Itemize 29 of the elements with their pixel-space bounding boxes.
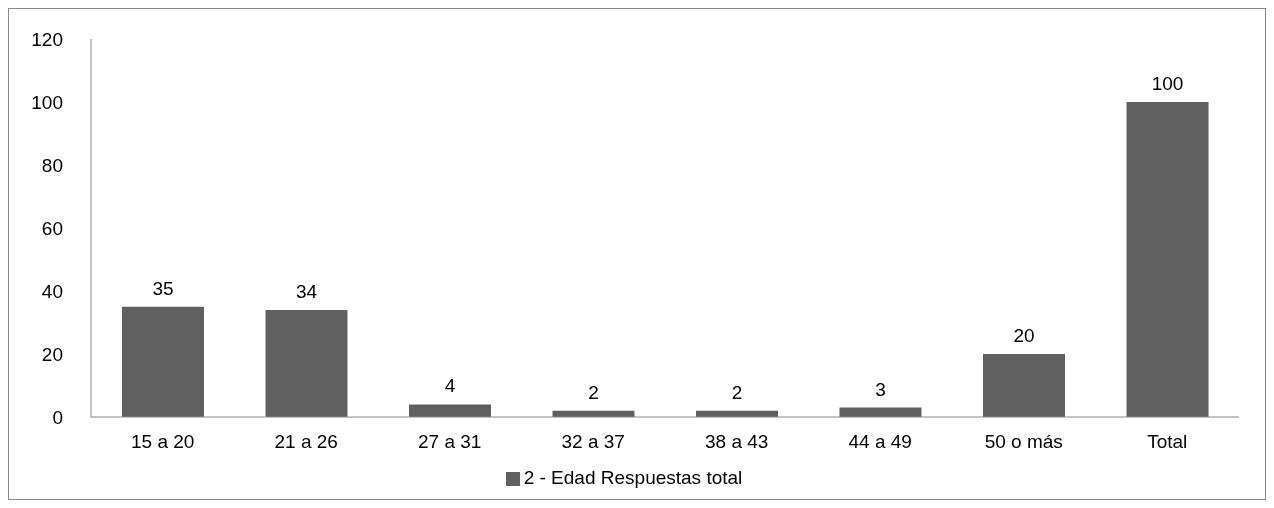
- data-label: 100: [1151, 73, 1184, 94]
- data-label: 34: [295, 280, 318, 302]
- bar: [983, 354, 1065, 417]
- x-tick-label: 15 a 20: [131, 431, 195, 453]
- data-label: 2: [731, 381, 743, 403]
- x-tick-label: Total: [1147, 431, 1188, 453]
- y-tick-label: 0: [52, 406, 63, 428]
- x-tick-label: 44 a 49: [848, 431, 912, 453]
- y-tick-label: 60: [41, 217, 63, 239]
- data-label: 3: [875, 378, 886, 400]
- x-tick-label: 50 o más: [984, 431, 1063, 453]
- bar: [1126, 102, 1209, 417]
- x-tick-label: 21 a 26: [274, 431, 338, 453]
- bar: [409, 404, 491, 417]
- bar: [122, 306, 204, 417]
- data-label: 2: [588, 381, 599, 403]
- x-tick-label: 27 a 31: [418, 431, 482, 453]
- data-label: 35: [152, 277, 174, 299]
- y-tick-label: 20: [41, 343, 63, 365]
- y-tick-label: 40: [41, 280, 63, 302]
- data-label: 20: [1013, 325, 1035, 346]
- y-tick-label: 80: [41, 154, 63, 176]
- legend-label: 2 - Edad Respuestas total: [523, 467, 743, 488]
- x-tick-label: 38 a 43: [705, 431, 769, 453]
- y-tick-label: 100: [31, 91, 63, 113]
- data-label: 4: [444, 375, 456, 397]
- bar: [265, 309, 348, 417]
- y-tick-label: 120: [31, 28, 63, 50]
- x-tick-label: 32 a 37: [561, 431, 625, 453]
